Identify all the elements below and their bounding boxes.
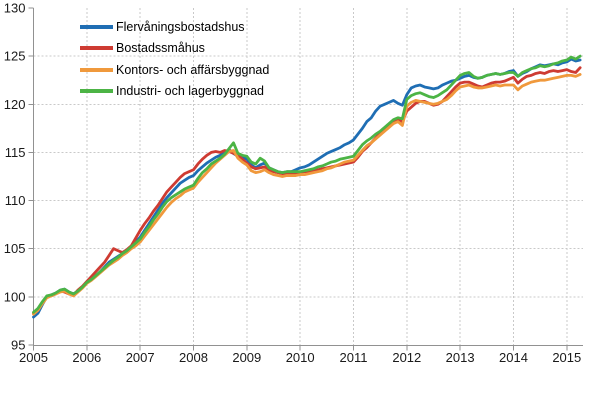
axes (28, 7, 583, 351)
x-axis-label: 2009 (232, 350, 261, 365)
x-axis-label: 2013 (446, 350, 475, 365)
x-axis-label: 2006 (72, 350, 101, 365)
legend-item-industri-och-lagerbyggnad: Industri- och lagerbyggnad (80, 81, 269, 103)
legend-item-bostadssmahus: Bostadssmåhus (80, 38, 269, 60)
x-axis-label: 2005 (19, 350, 48, 365)
series-line-kontors-och-affarsbyggnad (32, 73, 582, 316)
legend: Flervåningsbostadshus Bostadssmåhus Kont… (80, 16, 269, 102)
legend-line-swatch-flervaningsbostadshus (80, 24, 113, 29)
legend-label-industri-och-lagerbyggnad: Industri- och lagerbyggnad (116, 84, 265, 98)
legend-item-kontors-och-affarsbyggnad: Kontors- och affärsbyggnad (80, 59, 269, 81)
x-axis-label: 2011 (339, 350, 367, 365)
legend-item-flervaningsbostadshus: Flervåningsbostadshus (80, 16, 269, 38)
y-axis-label: 105 (4, 241, 26, 256)
gridlines (33, 8, 583, 345)
x-axis-label: 2010 (286, 350, 315, 365)
x-axis-label: 2015 (552, 350, 581, 365)
y-axis-label: 130 (4, 1, 26, 16)
legend-line-swatch-kontors-och-affarsbyggnad (80, 67, 113, 72)
series-line-industri-och-lagerbyggnad (32, 54, 582, 314)
legend-line-swatch-industri-och-lagerbyggnad (80, 89, 113, 94)
y-axis-label: 115 (5, 145, 26, 160)
legend-label-kontors-och-affarsbyggnad: Kontors- och affärsbyggnad (116, 62, 270, 77)
x-axis-label: 2008 (179, 350, 208, 365)
axis-labels: 95 100 105 110 115 120 125 130 2005 2006 2007 2008 2… (4, 1, 581, 366)
legend-line-swatch-bostadssmahus (80, 46, 113, 51)
legend-label-bostadssmahus: Bostadssmåhus (116, 41, 205, 55)
x-axis-label: 2012 (392, 350, 421, 365)
legend-label-flervaningsbostadshus: Flervåningsbostadshus (116, 19, 245, 34)
x-axis-label: 2007 (126, 350, 155, 365)
y-axis-label: 120 (4, 97, 26, 112)
y-axis-label: 125 (4, 49, 26, 64)
x-axis-label: 2014 (499, 350, 528, 365)
y-axis-label: 110 (5, 193, 26, 208)
y-axis-label: 100 (4, 289, 26, 304)
y-axis-label: 95 (11, 338, 25, 353)
